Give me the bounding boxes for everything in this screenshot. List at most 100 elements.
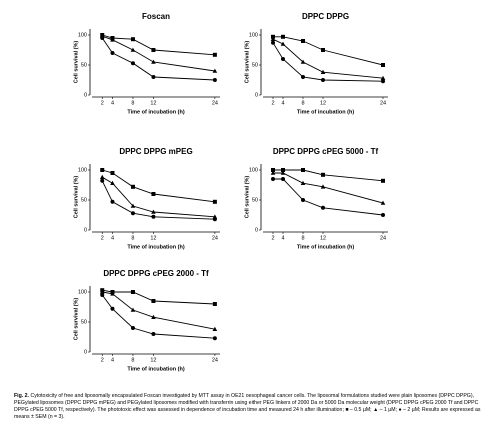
caption-label: Fig. 2. bbox=[14, 393, 29, 399]
y-axis-label: Cell survival (%) bbox=[244, 41, 250, 84]
circle-marker bbox=[100, 36, 105, 40]
circle-marker bbox=[321, 205, 325, 210]
circle-marker bbox=[212, 78, 217, 82]
circle-marker bbox=[130, 61, 135, 66]
y-tick-label: 0 bbox=[84, 227, 87, 233]
chart-title: DPPC DPPG mPEG bbox=[119, 147, 192, 156]
triangle-marker bbox=[130, 47, 136, 52]
x-tick-label: 4 bbox=[111, 357, 114, 363]
triangle-marker bbox=[130, 307, 136, 312]
triangle-marker bbox=[130, 203, 136, 208]
triangle-marker bbox=[270, 170, 276, 175]
triangle-marker bbox=[280, 41, 286, 46]
chart-title: DPPC DPPG cPEG 2000 - Tf bbox=[103, 269, 209, 278]
y-tick-label: 50 bbox=[81, 62, 87, 68]
square-marker bbox=[281, 168, 285, 172]
triangle-marker bbox=[270, 36, 276, 41]
circle-marker bbox=[301, 75, 305, 79]
circle-marker bbox=[110, 51, 115, 55]
circle-marker bbox=[271, 40, 275, 45]
series-line bbox=[272, 42, 384, 82]
series-line bbox=[273, 169, 384, 182]
y-tick-label: 100 bbox=[249, 167, 258, 173]
x-tick-label: 4 bbox=[111, 100, 114, 106]
square-marker bbox=[110, 171, 115, 175]
x-tick-label: 24 bbox=[212, 235, 218, 241]
x-axis-label: Time of incubation (h) bbox=[297, 244, 355, 250]
x-tick-label: 12 bbox=[150, 235, 156, 241]
triangle-marker bbox=[110, 180, 115, 185]
y-axis-label: Cell survival (%) bbox=[73, 298, 79, 341]
x-tick-label: 12 bbox=[320, 100, 326, 106]
series-line bbox=[273, 178, 384, 216]
series-line bbox=[101, 37, 215, 81]
x-tick-label: 4 bbox=[281, 100, 284, 106]
square-marker bbox=[381, 178, 385, 183]
x-tick-label: 2 bbox=[271, 100, 274, 106]
x-axis-label: Time of incubation (h) bbox=[127, 366, 185, 372]
series-line bbox=[273, 36, 384, 66]
y-tick-label: 0 bbox=[84, 349, 87, 355]
series-line bbox=[102, 176, 215, 218]
circle-marker bbox=[100, 293, 105, 297]
y-tick-label: 50 bbox=[81, 197, 87, 203]
series-line bbox=[102, 289, 215, 305]
circle-marker bbox=[281, 177, 285, 181]
circle-marker bbox=[130, 326, 135, 330]
x-tick-label: 8 bbox=[131, 100, 134, 106]
y-axis-label: Cell survival (%) bbox=[244, 176, 250, 219]
circle-marker bbox=[151, 75, 156, 79]
circle-marker bbox=[110, 306, 115, 311]
circle-marker bbox=[301, 198, 305, 202]
circle-marker bbox=[100, 178, 105, 183]
x-tick-label: 8 bbox=[301, 100, 304, 106]
caption-text: Cytotoxicity of free and liposomally enc… bbox=[14, 393, 481, 420]
y-tick-label: 0 bbox=[255, 227, 258, 233]
circle-marker bbox=[212, 217, 217, 222]
square-marker bbox=[301, 168, 305, 172]
series-line bbox=[273, 172, 384, 204]
chart-title: Foscan bbox=[142, 12, 170, 21]
square-marker bbox=[130, 184, 135, 189]
square-marker bbox=[212, 199, 217, 204]
x-tick-label: 4 bbox=[111, 235, 114, 241]
y-tick-label: 50 bbox=[252, 62, 258, 68]
triangle-marker bbox=[151, 209, 156, 214]
circle-marker bbox=[151, 332, 156, 336]
series-line bbox=[102, 34, 215, 56]
series-line bbox=[102, 291, 215, 330]
triangle-marker bbox=[99, 174, 105, 179]
x-tick-label: 24 bbox=[380, 100, 386, 106]
y-tick-label: 100 bbox=[78, 289, 87, 295]
series-line bbox=[102, 169, 215, 203]
x-axis-label: Time of incubation (h) bbox=[297, 109, 355, 115]
y-axis-label: Cell survival (%) bbox=[73, 176, 79, 219]
x-tick-label: 12 bbox=[320, 235, 326, 241]
square-marker bbox=[151, 48, 156, 52]
triangle-marker bbox=[99, 289, 105, 294]
triangle-marker bbox=[212, 326, 218, 331]
square-marker bbox=[100, 168, 105, 172]
x-tick-label: 4 bbox=[281, 235, 284, 241]
y-axis-label: Cell survival (%) bbox=[73, 41, 79, 84]
circle-marker bbox=[271, 177, 275, 181]
y-tick-label: 100 bbox=[78, 167, 87, 173]
x-tick-label: 8 bbox=[301, 235, 304, 241]
y-tick-label: 100 bbox=[78, 32, 87, 38]
square-marker bbox=[151, 192, 156, 196]
y-tick-label: 50 bbox=[252, 197, 258, 203]
square-marker bbox=[130, 37, 135, 42]
x-axis-label: Time of incubation (h) bbox=[127, 109, 185, 115]
x-tick-label: 2 bbox=[101, 100, 104, 106]
triangle-marker bbox=[280, 170, 286, 175]
square-marker bbox=[381, 63, 385, 67]
x-tick-label: 8 bbox=[131, 357, 134, 363]
square-marker bbox=[212, 302, 217, 306]
x-tick-label: 24 bbox=[380, 235, 386, 241]
circle-marker bbox=[281, 57, 285, 61]
y-tick-label: 0 bbox=[255, 92, 258, 98]
y-tick-label: 0 bbox=[84, 92, 87, 98]
chart-title: DPPC DPPG bbox=[302, 12, 349, 21]
circle-marker bbox=[321, 78, 325, 82]
